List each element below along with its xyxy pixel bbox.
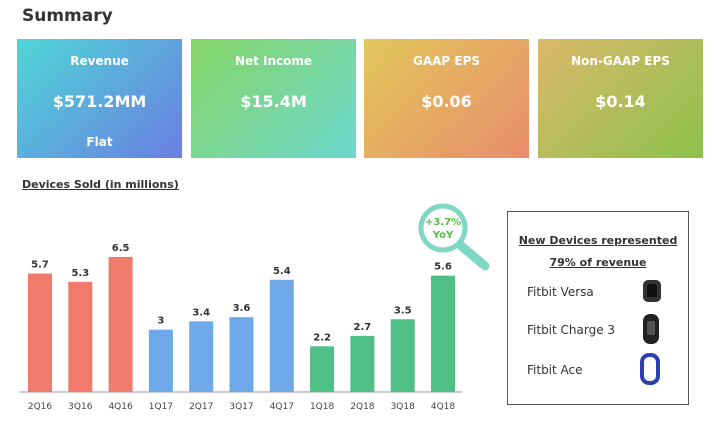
x-tick-label: 3Q16 — [68, 402, 93, 412]
annotation: +3.7% — [425, 217, 461, 228]
watch-icon — [647, 284, 657, 297]
x-tick-label: 3Q18 — [391, 402, 416, 412]
bar — [431, 275, 455, 392]
card-note: Flat — [86, 135, 113, 149]
data-label: 3 — [157, 316, 164, 327]
watch-icon — [647, 321, 655, 335]
card-label: Net Income — [234, 54, 313, 68]
device-icons — [640, 280, 661, 385]
kpi-card: Revenue $571.2MM Flat — [17, 39, 182, 158]
device-name: Fitbit Ace — [527, 363, 583, 377]
data-label: 2.7 — [354, 322, 372, 333]
data-label: 5.3 — [71, 268, 89, 279]
x-tick-label: 1Q18 — [310, 402, 335, 412]
x-tick-label: 3Q17 — [229, 402, 253, 412]
card-value: $571.2MM — [52, 92, 147, 111]
data-label: 5.7 — [31, 260, 49, 271]
bar — [189, 321, 214, 392]
watch-icon — [640, 353, 660, 385]
chart-title: Devices Sold (in millions) — [22, 178, 179, 191]
bar — [269, 279, 294, 392]
annotation: YoY — [432, 230, 454, 241]
kpi-card: Non-GAAP EPS $0.14 — [538, 39, 703, 158]
x-tick-label: 4Q16 — [108, 402, 133, 412]
device-name: Fitbit Charge 3 — [527, 323, 616, 337]
data-label: 3.5 — [394, 305, 412, 316]
data-label: 3.6 — [233, 303, 251, 314]
magnifier-handle — [454, 239, 490, 271]
page-title: Summary — [22, 6, 113, 26]
card-value: $15.4M — [240, 92, 307, 111]
box-title-line: New Devices represented — [518, 234, 678, 247]
bar — [310, 346, 335, 392]
data-label: 5.4 — [273, 266, 291, 277]
magnifier-lens — [418, 203, 468, 253]
card-value: $0.14 — [595, 92, 646, 111]
x-tick-label: 2Q17 — [189, 402, 213, 412]
card-label: Revenue — [70, 54, 129, 68]
bar — [28, 273, 52, 392]
bar — [350, 335, 375, 392]
card-label: Non-GAAP EPS — [571, 54, 670, 68]
x-tick-label: 1Q17 — [149, 402, 173, 412]
card-label: GAAP EPS — [412, 54, 481, 68]
data-label: 6.5 — [112, 243, 130, 254]
x-tick-label: 2Q16 — [28, 402, 53, 412]
kpi-card: GAAP EPS $0.06 — [364, 39, 529, 158]
bar — [148, 329, 173, 392]
device-name: Fitbit Versa — [527, 285, 594, 299]
data-label: 2.2 — [313, 332, 331, 343]
x-tick-label: 2Q18 — [350, 402, 375, 412]
x-tick-label: 4Q18 — [431, 402, 456, 412]
card-value: $0.06 — [421, 92, 472, 111]
bar — [68, 281, 93, 392]
x-tick-label: 4Q17 — [270, 402, 294, 412]
bar — [108, 256, 133, 392]
data-label: 5.6 — [434, 262, 452, 273]
bar — [390, 319, 415, 392]
legend-box: New Devices represented 79% of revenue Fi… — [507, 211, 689, 405]
bar — [229, 317, 254, 392]
box-title-line: 79% of revenue — [549, 256, 647, 269]
box-title: New Devices represented 79% of revenue — [508, 230, 688, 274]
kpi-card: Net Income $15.4M — [191, 39, 356, 158]
data-label: 3.4 — [192, 307, 210, 318]
